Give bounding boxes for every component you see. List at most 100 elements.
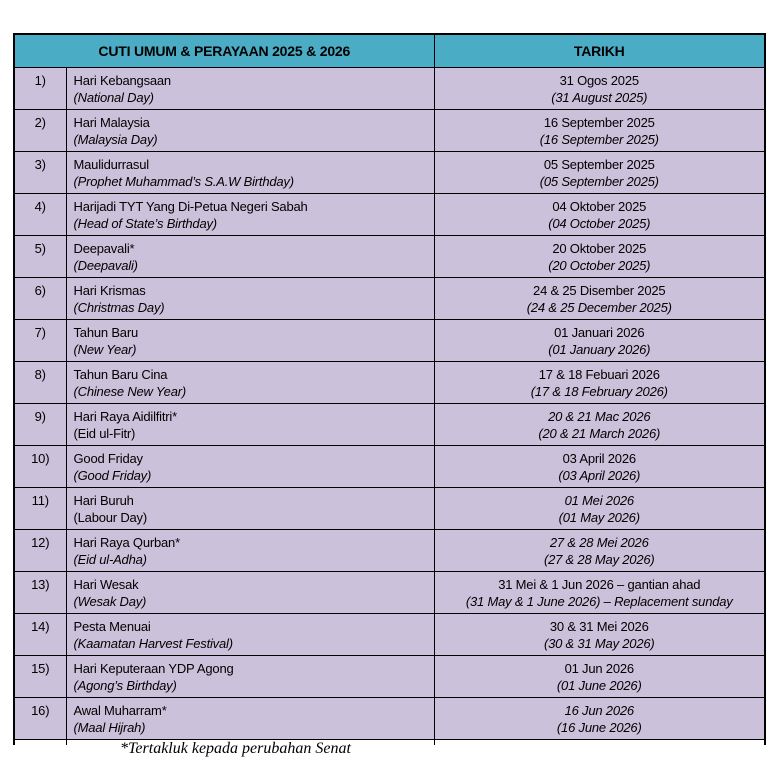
- holiday-name-malay: Tahun Baru: [73, 324, 139, 340]
- holiday-name-english: (Chinese New Year): [73, 383, 187, 399]
- holiday-name-cell: Tahun Baru (New Year): [65, 319, 435, 362]
- holiday-date-english: (01 January 2026): [548, 341, 651, 357]
- row-number: 11): [13, 487, 67, 530]
- holiday-date-cell: 20 & 21 Mac 2026 (20 & 21 March 2026): [433, 403, 766, 446]
- holiday-name-cell: Good Friday (Good Friday): [65, 445, 435, 488]
- holiday-name-english: (Eid ul-Adha): [73, 551, 147, 567]
- table-row: 3) Maulidurrasul (Prophet Muhammad’s S.A…: [13, 151, 766, 194]
- table-cutoff-row: [13, 739, 766, 745]
- table-header-date: TARIKH: [433, 33, 766, 68]
- holiday-name-english: (Labour Day): [73, 509, 148, 525]
- holiday-date-malay: 04 Oktober 2025: [552, 198, 647, 214]
- holiday-date-cell: 04 Oktober 2025 (04 October 2025): [433, 193, 766, 236]
- holiday-name-cell: Hari Buruh (Labour Day): [65, 487, 435, 530]
- table-row: 10) Good Friday (Good Friday) 03 April 2…: [13, 445, 766, 488]
- row-number-label: 12): [31, 535, 50, 550]
- row-number-label: 15): [31, 661, 50, 676]
- holiday-name-cell: Hari Malaysia (Malaysia Day): [65, 109, 435, 152]
- holiday-date-malay: 16 September 2025: [543, 114, 655, 130]
- holiday-name-cell: Harijadi TYT Yang Di-Petua Negeri Sabah …: [65, 193, 435, 236]
- holiday-date-cell: 31 Mei & 1 Jun 2026 – gantian ahad (31 M…: [433, 571, 766, 614]
- holiday-name-cell: Maulidurrasul (Prophet Muhammad’s S.A.W …: [65, 151, 435, 194]
- holiday-name-malay: Awal Muharram*: [73, 702, 167, 718]
- holiday-date-cell: 01 Jun 2026 (01 June 2026): [433, 655, 766, 698]
- holiday-name-malay: Hari Raya Qurban*: [73, 534, 181, 550]
- holiday-name-malay: Pesta Menuai: [73, 618, 151, 634]
- table-row: 15) Hari Keputeraan YDP Agong (Agong’s B…: [13, 655, 766, 698]
- row-number-label: 10): [31, 451, 50, 466]
- holiday-name-english: (Christmas Day): [73, 299, 165, 315]
- holiday-name-english: (Malaysia Day): [73, 131, 158, 147]
- holiday-name-malay: Hari Kebangsaan: [73, 72, 172, 88]
- table-row: 12) Hari Raya Qurban* (Eid ul-Adha) 27 &…: [13, 529, 766, 572]
- holiday-date-english: (20 October 2025): [548, 257, 651, 273]
- holiday-date-malay: 20 Oktober 2025: [552, 240, 647, 256]
- row-number: 10): [13, 445, 67, 488]
- holiday-date-malay: 30 & 31 Mei 2026: [549, 618, 649, 634]
- holiday-name-cell: Tahun Baru Cina (Chinese New Year): [65, 361, 435, 404]
- holiday-date-english: (16 June 2026): [556, 719, 642, 735]
- holiday-name-english: (Good Friday): [73, 467, 152, 483]
- holiday-date-malay: 31 Mei & 1 Jun 2026 – gantian ahad: [498, 576, 701, 592]
- holiday-name-english: (Deepavali): [73, 257, 138, 273]
- holiday-name-malay: Hari Raya Aidilfitri*: [73, 408, 178, 424]
- holiday-date-cell: 31 Ogos 2025 (31 August 2025): [433, 67, 766, 110]
- row-number-label: 3): [34, 157, 46, 172]
- holiday-name-cell: Hari Krismas (Christmas Day): [65, 277, 435, 320]
- holiday-date-english: (05 September 2025): [539, 173, 659, 189]
- holiday-date-malay: 24 & 25 Disember 2025: [533, 282, 666, 298]
- holiday-date-cell: 01 Januari 2026 (01 January 2026): [433, 319, 766, 362]
- holiday-name-malay: Maulidurrasul: [73, 156, 150, 172]
- row-number: 16): [13, 697, 67, 740]
- row-number: 13): [13, 571, 67, 614]
- table-row: 2) Hari Malaysia (Malaysia Day) 16 Septe…: [13, 109, 766, 152]
- row-number-label: 5): [34, 241, 46, 256]
- table-header-holiday: CUTI UMUM & PERAYAAN 2025 & 2026: [13, 33, 435, 68]
- holiday-date-malay: 01 Jun 2026: [564, 660, 635, 676]
- holiday-date-english: (03 April 2026): [558, 467, 641, 483]
- holiday-date-cell: 01 Mei 2026 (01 May 2026): [433, 487, 766, 530]
- table-row: 5) Deepavali* (Deepavali) 20 Oktober 202…: [13, 235, 766, 278]
- row-number-label: 9): [34, 409, 46, 424]
- row-number-label: 1): [34, 73, 46, 88]
- holiday-date-cell: 16 Jun 2026 (16 June 2026): [433, 697, 766, 740]
- holiday-name-cell: Hari Keputeraan YDP Agong (Agong’s Birth…: [65, 655, 435, 698]
- holiday-name-english: (Agong’s Birthday): [73, 677, 177, 693]
- table-row: 4) Harijadi TYT Yang Di-Petua Negeri Sab…: [13, 193, 766, 236]
- row-number: 3): [13, 151, 67, 194]
- cutoff-cell: [433, 739, 766, 745]
- holiday-date-english: (01 June 2026): [556, 677, 642, 693]
- holiday-date-cell: 30 & 31 Mei 2026 (30 & 31 May 2026): [433, 613, 766, 656]
- holiday-name-malay: Hari Buruh: [73, 492, 134, 508]
- row-number-label: 4): [34, 199, 46, 214]
- cutoff-cell: [13, 739, 67, 745]
- holiday-date-cell: 17 & 18 Febuari 2026 (17 & 18 February 2…: [433, 361, 766, 404]
- holiday-table-container: CUTI UMUM & PERAYAAN 2025 & 2026 TARIKH …: [13, 33, 766, 745]
- holiday-date-malay: 05 September 2025: [543, 156, 655, 172]
- table-row: 1) Hari Kebangsaan (National Day) 31 Ogo…: [13, 67, 766, 110]
- holiday-date-english: (31 August 2025): [551, 89, 648, 105]
- holiday-name-malay: Harijadi TYT Yang Di-Petua Negeri Sabah: [73, 198, 308, 214]
- holiday-name-english: (Wesak Day): [73, 593, 147, 609]
- table-header-row: CUTI UMUM & PERAYAAN 2025 & 2026 TARIKH: [13, 33, 766, 68]
- holiday-date-english: (30 & 31 May 2026): [543, 635, 655, 651]
- holiday-name-english: (Prophet Muhammad’s S.A.W Birthday): [73, 173, 295, 189]
- holiday-date-malay: 27 & 28 Mei 2026: [549, 534, 649, 550]
- holiday-name-malay: Deepavali*: [73, 240, 135, 256]
- row-number: 14): [13, 613, 67, 656]
- row-number: 4): [13, 193, 67, 236]
- row-number: 12): [13, 529, 67, 572]
- row-number-label: 6): [34, 283, 46, 298]
- holiday-date-malay: 31 Ogos 2025: [559, 72, 639, 88]
- row-number: 8): [13, 361, 67, 404]
- holiday-name-english: (Kaamatan Harvest Festival): [73, 635, 234, 651]
- row-number-label: 16): [31, 703, 50, 718]
- holiday-date-malay: 16 Jun 2026: [564, 702, 635, 718]
- holiday-date-cell: 24 & 25 Disember 2025 (24 & 25 December …: [433, 277, 766, 320]
- holiday-name-malay: Hari Krismas: [73, 282, 146, 298]
- table-row: 14) Pesta Menuai (Kaamatan Harvest Festi…: [13, 613, 766, 656]
- holiday-name-cell: Awal Muharram* (Maal Hijrah): [65, 697, 435, 740]
- holiday-name-malay: Hari Wesak: [73, 576, 139, 592]
- holiday-date-english: (17 & 18 February 2026): [530, 383, 668, 399]
